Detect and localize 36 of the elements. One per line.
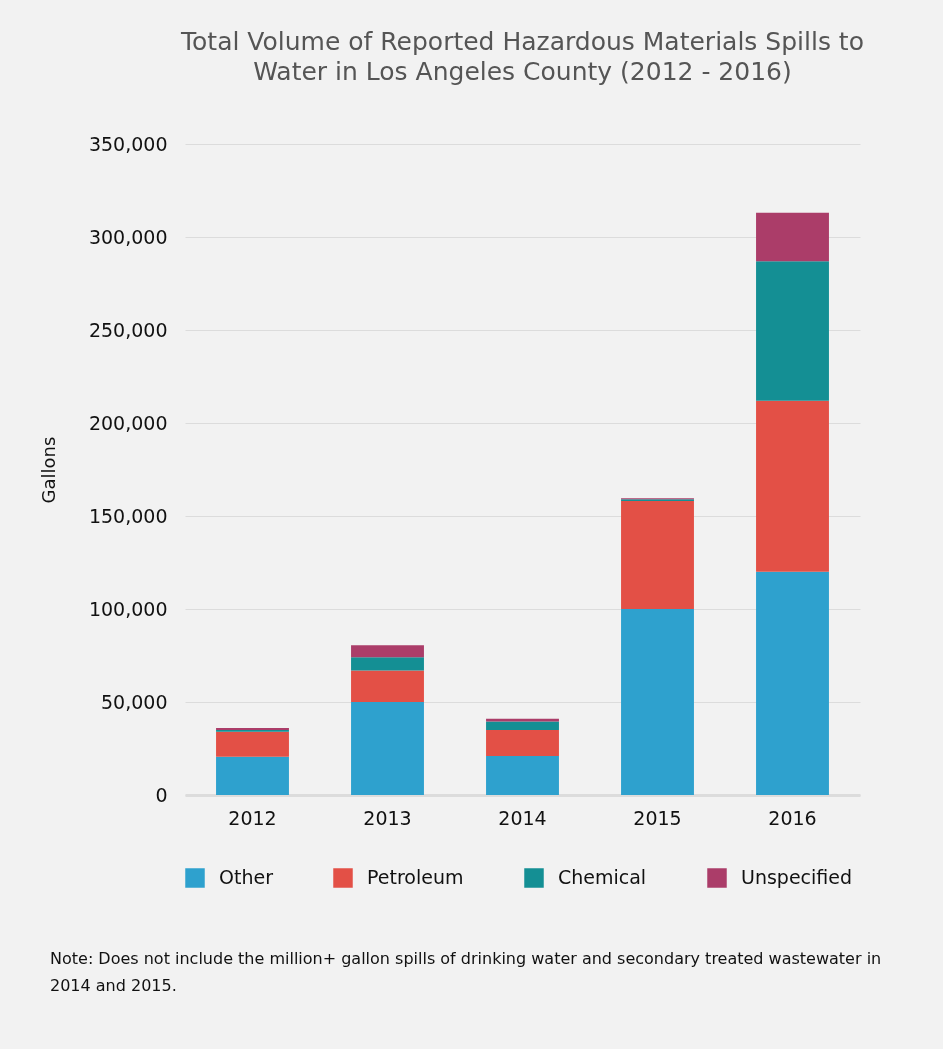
x-tick-label: 2016 [768, 806, 817, 829]
chart-title: Total Volume of Reported Hazardous Materials Spills to Water in Los Angeles County (2012 - 2016) [180, 27, 864, 86]
bar [756, 571, 829, 795]
bar [486, 718, 559, 722]
y-tick-label: 0 [155, 783, 168, 806]
bar [486, 755, 559, 795]
y-tick-label: 50,000 [101, 690, 168, 713]
legend-label: Chemical [558, 866, 647, 888]
bar [756, 261, 829, 401]
legend-label: Other [219, 866, 274, 888]
bar [351, 702, 424, 795]
y-tick-label: 350,000 [88, 132, 168, 155]
y-tick-label: 150,000 [88, 504, 168, 527]
x-tick-label: 2012 [228, 806, 277, 829]
legend-label: Petroleum [367, 866, 464, 888]
bar [351, 657, 424, 671]
bar [486, 729, 559, 756]
y-tick-label: 300,000 [88, 225, 168, 248]
bar [756, 212, 829, 262]
y-tick-label: 200,000 [88, 411, 168, 434]
x-tick-label: 2014 [498, 806, 547, 829]
text: Note: Does not include the million+ gallon spills of drinking water and secondary treated wastewater in 2014 and 2015. [50, 948, 883, 997]
bar [216, 756, 289, 795]
bar [216, 731, 289, 757]
bar [621, 609, 694, 795]
bar [486, 721, 559, 730]
legend-label: Unspecified [741, 866, 853, 888]
bar [756, 400, 829, 572]
y-axis-title: Gallons [37, 436, 59, 504]
y-tick-label: 250,000 [88, 318, 168, 341]
y-tick-label: 100,000 [88, 597, 168, 620]
bar [351, 670, 424, 702]
x-tick-label: 2013 [363, 806, 412, 829]
bar [621, 501, 694, 609]
x-tick-label: 2015 [633, 806, 682, 829]
bar [351, 645, 424, 658]
